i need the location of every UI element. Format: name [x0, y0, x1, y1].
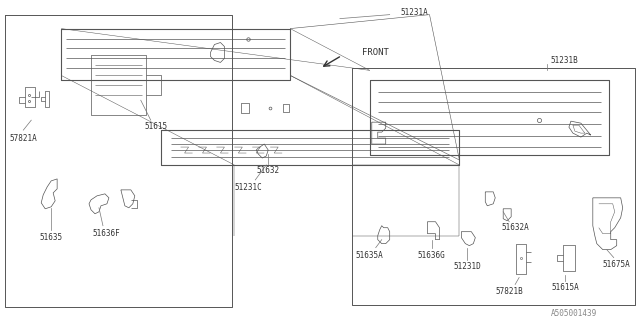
Text: 57821B: 57821B	[495, 287, 523, 296]
Text: 51632: 51632	[257, 166, 280, 175]
Text: A505001439: A505001439	[550, 309, 596, 318]
Text: 51615A: 51615A	[551, 283, 579, 292]
Text: 51615: 51615	[144, 122, 167, 131]
Text: 51231D: 51231D	[454, 262, 481, 271]
Text: 51636G: 51636G	[418, 251, 445, 260]
Text: 51635: 51635	[40, 233, 63, 242]
Text: 51231C: 51231C	[234, 183, 262, 192]
Text: 51632A: 51632A	[501, 223, 529, 232]
Text: 51231A: 51231A	[401, 8, 428, 17]
Text: FRONT: FRONT	[362, 48, 388, 57]
Text: 51231B: 51231B	[550, 56, 578, 65]
Text: 51635A: 51635A	[356, 251, 383, 260]
Text: 51636F: 51636F	[92, 229, 120, 238]
Text: 51675A: 51675A	[603, 260, 630, 269]
Text: 57821A: 57821A	[10, 133, 37, 143]
